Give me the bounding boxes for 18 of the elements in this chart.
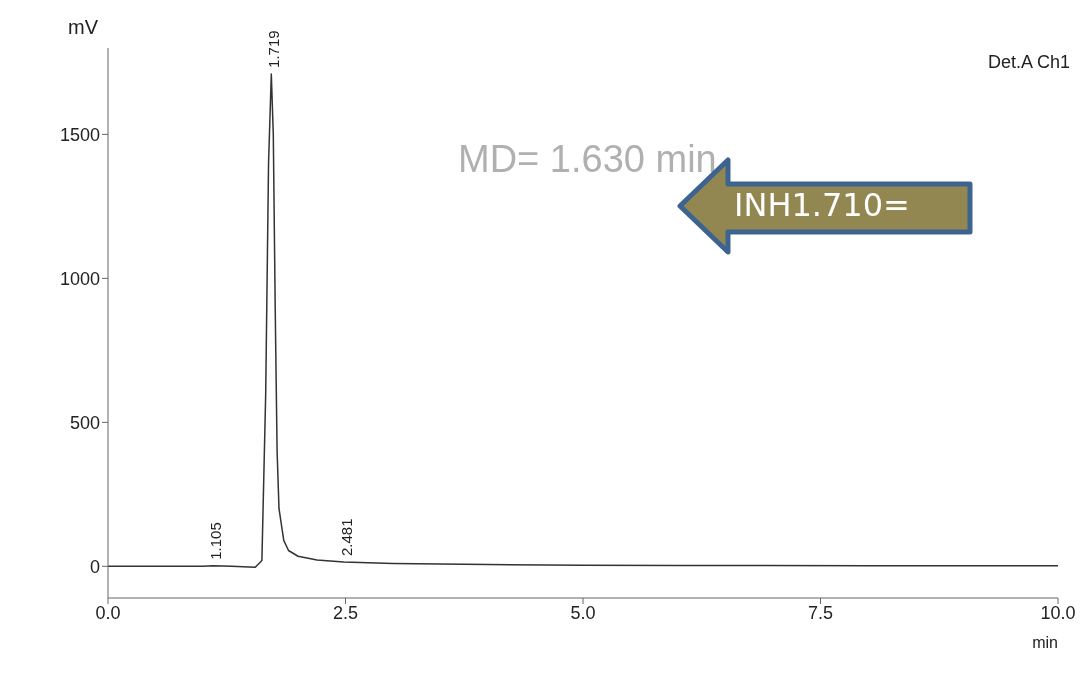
line-series bbox=[108, 73, 1058, 568]
y-tick-label: 0 bbox=[89, 556, 100, 577]
y-axis-title: mV bbox=[68, 16, 98, 39]
annotation: Det.A Ch1 bbox=[987, 52, 1070, 73]
x-tick-label: 7.5 bbox=[807, 602, 834, 623]
annotation: 1.719 bbox=[265, 30, 283, 68]
x-axis-title: min bbox=[1032, 634, 1058, 651]
annotation: MD= 1.630 min bbox=[458, 138, 717, 181]
annotation: 2.481 bbox=[337, 518, 355, 557]
y-tick-label: 1500 bbox=[59, 124, 100, 145]
x-tick-label: 2.5 bbox=[332, 602, 359, 623]
x-tick-label: 10.0 bbox=[1040, 602, 1076, 623]
annotation: INH1.710= bbox=[734, 186, 910, 224]
annotation: 1.105 bbox=[206, 522, 224, 560]
x-tick-label: 5.0 bbox=[570, 602, 596, 623]
y-tick-label: 1000 bbox=[59, 268, 100, 289]
y-tick-label: 500 bbox=[69, 412, 100, 433]
x-tick-label: 0.0 bbox=[95, 602, 121, 623]
